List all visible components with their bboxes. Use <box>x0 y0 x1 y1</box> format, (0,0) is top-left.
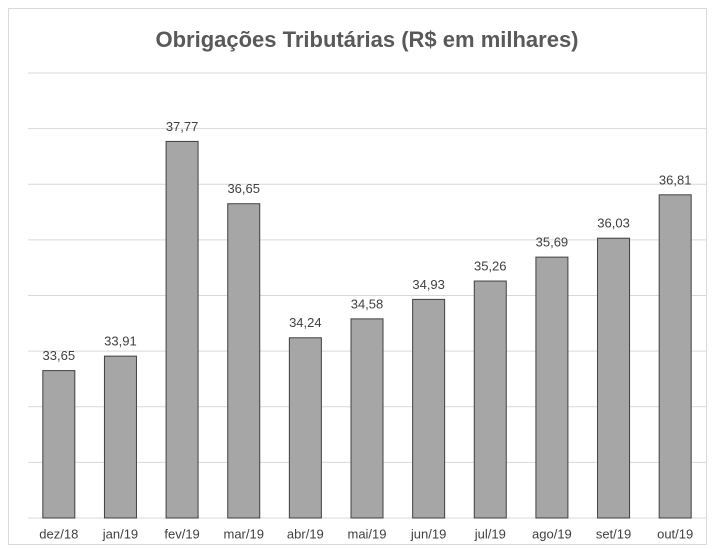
bar <box>350 318 384 519</box>
x-tick-label: jan/19 <box>102 526 138 541</box>
data-label: 34,24 <box>289 315 322 330</box>
data-label: 35,26 <box>474 258 507 273</box>
x-tick-label: ago/19 <box>532 526 572 541</box>
bar <box>597 237 631 519</box>
bar <box>658 194 692 519</box>
x-tick-label: dez/18 <box>39 526 78 541</box>
x-tick-label: out/19 <box>657 526 693 541</box>
data-label: 36,65 <box>227 181 260 196</box>
x-tick-label: set/19 <box>596 526 631 541</box>
x-tick-label: abr/19 <box>287 526 324 541</box>
data-label: 33,91 <box>104 334 137 349</box>
chart-title: Obrigações Tributárias (R$ em milhares) <box>155 27 578 52</box>
x-tick-label: mai/19 <box>347 526 386 541</box>
data-label: 37,77 <box>166 119 199 134</box>
bar <box>412 298 446 519</box>
x-tick-label: jun/19 <box>410 526 446 541</box>
data-label: 36,81 <box>659 172 692 187</box>
bar <box>535 256 569 519</box>
bar <box>165 140 199 519</box>
data-label: 34,93 <box>412 277 445 292</box>
data-label: 34,58 <box>351 296 384 311</box>
x-tick-label: jul/19 <box>474 526 506 541</box>
bar <box>42 370 76 519</box>
bar <box>103 355 137 519</box>
bar <box>227 203 261 519</box>
bar <box>473 280 507 519</box>
x-tick-label: fev/19 <box>164 526 199 541</box>
data-label: 36,03 <box>597 216 630 231</box>
data-label: 33,65 <box>43 348 76 363</box>
x-tick-label: mar/19 <box>223 526 263 541</box>
bar <box>288 337 322 519</box>
data-label: 35,69 <box>536 235 569 250</box>
